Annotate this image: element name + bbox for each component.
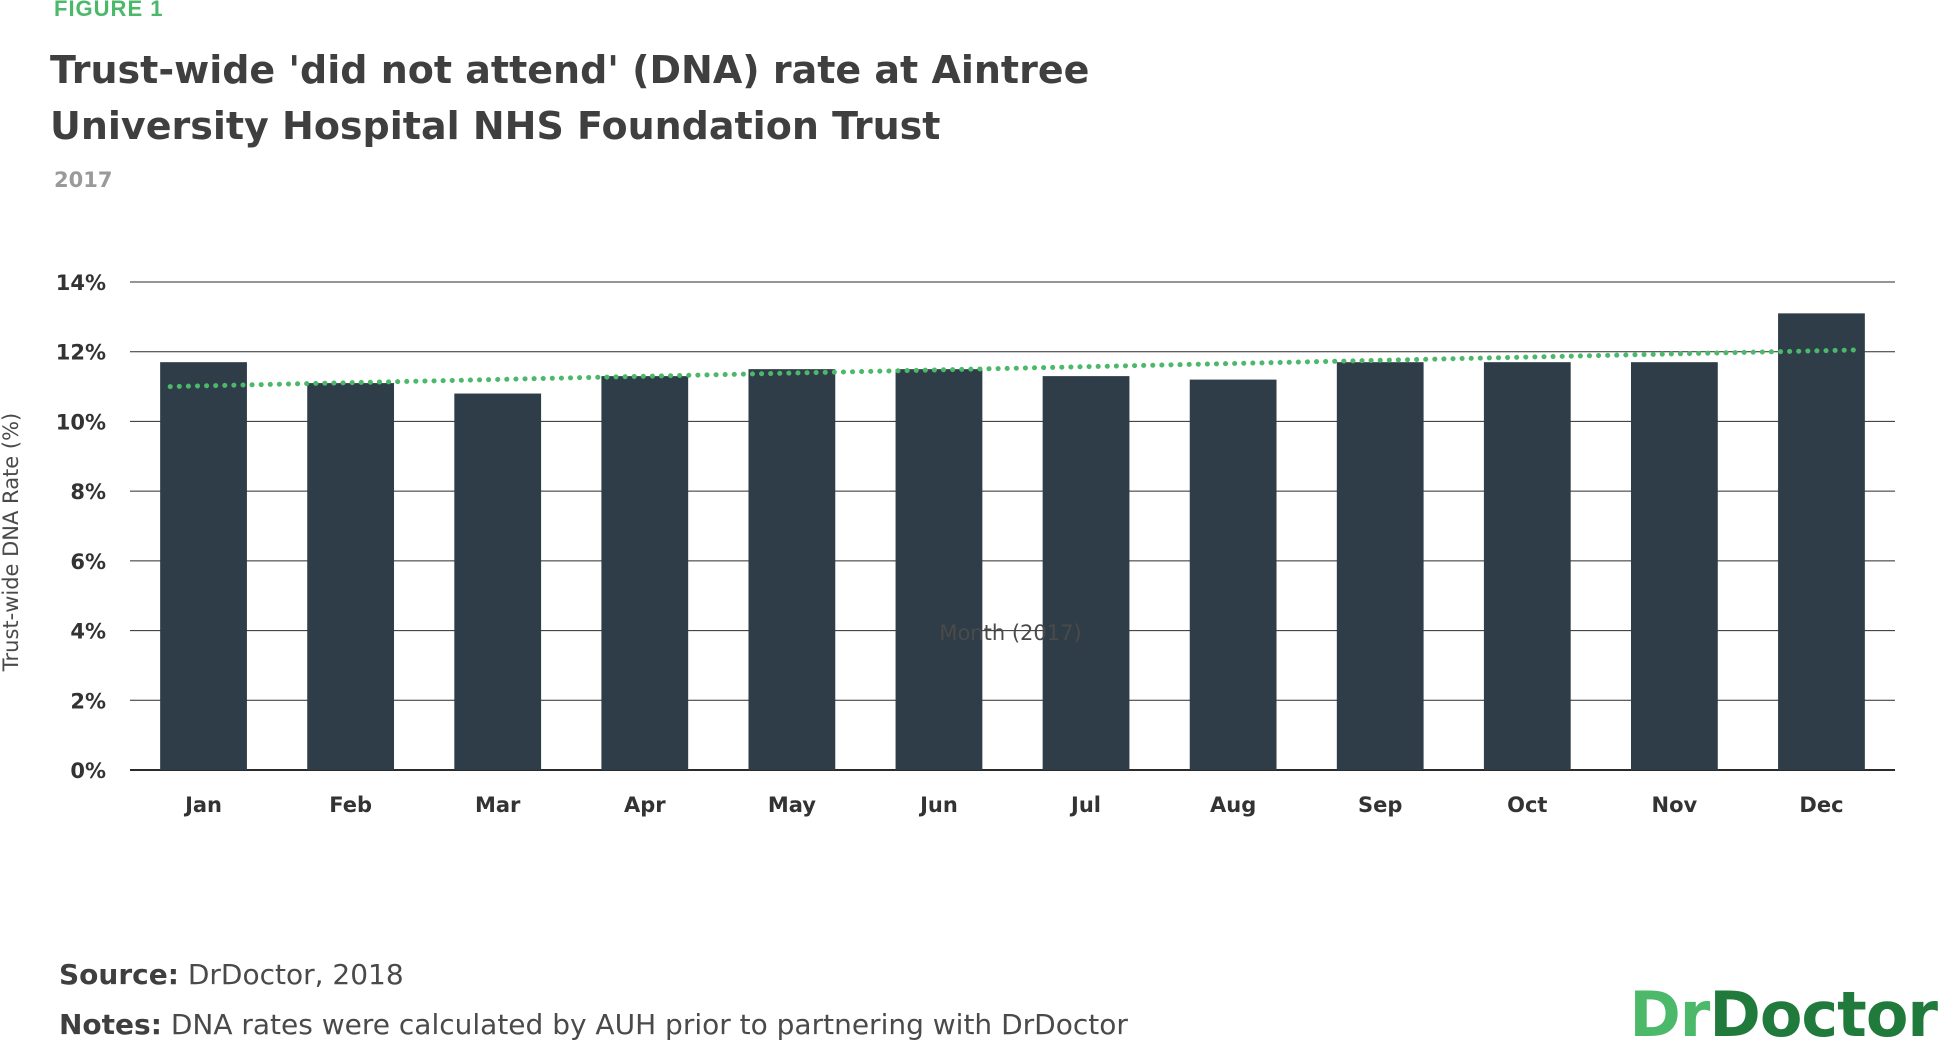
source-text: DrDoctor, 2018 (187, 958, 404, 991)
y-tick-label: 8% (70, 480, 106, 504)
chart-title: Trust-wide 'did not attend' (DNA) rate a… (50, 42, 1150, 154)
x-tick-label: Nov (1652, 793, 1698, 817)
x-tick-label: Sep (1358, 793, 1402, 817)
bar-sep (1336, 362, 1424, 770)
notes-line: Notes: DNA rates were calculated by AUH … (59, 1008, 1128, 1041)
x-tick-label: Dec (1799, 793, 1843, 817)
source-line: Source: DrDoctor, 2018 (59, 958, 404, 991)
trendline-path (167, 347, 1858, 390)
bar-jan (160, 362, 247, 770)
chart-title-line-2: University Hospital NHS Foundation Trust (50, 104, 941, 148)
y-tick-label: 6% (70, 550, 106, 574)
y-tick-label: 2% (70, 689, 106, 713)
y-tick-label: 4% (70, 620, 106, 644)
notes-text: DNA rates were calculated by AUH prior t… (170, 1008, 1128, 1041)
trendline (167, 347, 1858, 390)
y-axis-ticks: 0% 2% 4% 6% 8% 10% 12% 14% (56, 271, 106, 783)
bar-oct (1483, 362, 1571, 770)
logo-part-2: Doctor (1709, 978, 1938, 1051)
bar-apr (601, 376, 689, 770)
x-tick-label: Jul (1069, 793, 1101, 817)
y-tick-label: 12% (56, 341, 106, 365)
x-tick-label: May (768, 793, 816, 817)
bar-aug (1189, 379, 1277, 770)
gridlines (130, 281, 1895, 771)
x-tick-label: Feb (329, 793, 372, 817)
bar-nov (1630, 362, 1718, 770)
y-tick-label: 14% (56, 271, 106, 295)
source-label: Source: (59, 958, 179, 991)
bar-dec (1778, 313, 1865, 770)
x-tick-label: Jan (183, 793, 222, 817)
chart-title-line-1: Trust-wide 'did not attend' (DNA) rate a… (50, 48, 1090, 92)
bars (160, 313, 1865, 770)
bar-jul (1042, 376, 1130, 770)
bar-mar (454, 393, 542, 770)
chart-subtitle: 2017 (54, 168, 113, 192)
x-tick-label: Apr (624, 793, 666, 817)
x-axis-title: Month (2017) (939, 621, 1081, 645)
bar-feb (307, 383, 395, 770)
figure-label: FIGURE 1 (54, 0, 164, 21)
drdoctor-logo: DrDoctor (1629, 978, 1938, 1051)
x-tick-label: Mar (475, 793, 521, 817)
bar-may (748, 369, 836, 770)
y-axis-title: Trust-wide DNA Rate (%) (0, 413, 23, 672)
x-axis-ticks: Jan Feb Mar Apr May Jun Jul Aug Sep Oct Nov Dec (183, 793, 1843, 817)
notes-label: Notes: (59, 1008, 162, 1041)
x-tick-label: Jun (918, 793, 958, 817)
x-tick-label: Aug (1210, 793, 1256, 817)
y-tick-label: 0% (70, 759, 106, 783)
x-tick-label: Oct (1507, 793, 1547, 817)
bar-chart: 0% 2% 4% 6% 8% 10% 12% 14% Jan Feb Mar Apr May Jun Ju… (0, 271, 1895, 817)
y-tick-label: 10% (56, 410, 106, 434)
bar-jun (895, 369, 983, 770)
logo-part-1: Dr (1629, 978, 1710, 1051)
